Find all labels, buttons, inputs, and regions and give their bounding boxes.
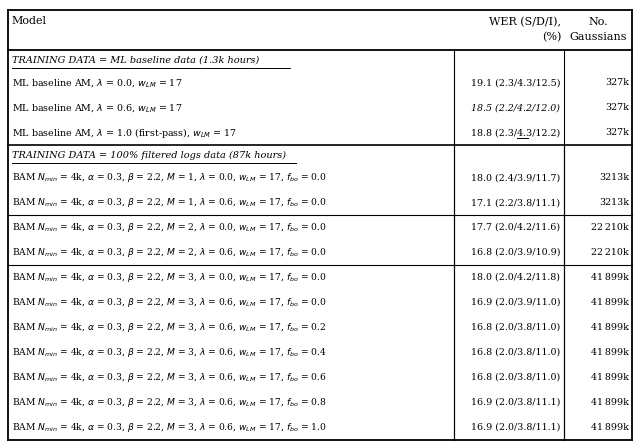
Text: No.: No. <box>588 17 608 27</box>
Text: BAM $N_{min}$ = 4k, $\alpha$ = 0.3, $\beta$ = 2.2, $M$ = 3, $\lambda$ = 0.6, $w_: BAM $N_{min}$ = 4k, $\alpha$ = 0.3, $\be… <box>12 396 326 409</box>
Text: Model: Model <box>12 16 47 26</box>
Text: 41 899k: 41 899k <box>591 323 629 332</box>
Text: 17.1 (2.2/3.8/11.1): 17.1 (2.2/3.8/11.1) <box>471 198 561 207</box>
Text: 19.1 (2.3/4.3/12.5): 19.1 (2.3/4.3/12.5) <box>471 78 561 87</box>
Text: BAM $N_{min}$ = 4k, $\alpha$ = 0.3, $\beta$ = 2.2, $M$ = 2, $\lambda$ = 0.6, $w_: BAM $N_{min}$ = 4k, $\alpha$ = 0.3, $\be… <box>12 246 326 259</box>
Text: ML baseline AM, $\lambda$ = 1.0 (first-pass), $w_{LM}$ = 17: ML baseline AM, $\lambda$ = 1.0 (first-p… <box>12 126 237 140</box>
Text: 41 899k: 41 899k <box>591 273 629 282</box>
Text: Gaussians: Gaussians <box>569 32 627 42</box>
Text: 41 899k: 41 899k <box>591 423 629 432</box>
Text: 18.8 (2.3/4.3/12.2): 18.8 (2.3/4.3/12.2) <box>471 128 561 137</box>
Text: BAM $N_{min}$ = 4k, $\alpha$ = 0.3, $\beta$ = 2.2, $M$ = 3, $\lambda$ = 0.6, $w_: BAM $N_{min}$ = 4k, $\alpha$ = 0.3, $\be… <box>12 421 326 434</box>
Text: 22 210k: 22 210k <box>591 248 629 257</box>
Text: BAM $N_{min}$ = 4k, $\alpha$ = 0.3, $\beta$ = 2.2, $M$ = 1, $\lambda$ = 0.0, $w_: BAM $N_{min}$ = 4k, $\alpha$ = 0.3, $\be… <box>12 171 326 184</box>
Text: 3213k: 3213k <box>599 198 629 207</box>
Text: 22 210k: 22 210k <box>591 223 629 232</box>
Text: BAM $N_{min}$ = 4k, $\alpha$ = 0.3, $\beta$ = 2.2, $M$ = 3, $\lambda$ = 0.6, $w_: BAM $N_{min}$ = 4k, $\alpha$ = 0.3, $\be… <box>12 371 326 384</box>
Text: 17.7 (2.0/4.2/11.6): 17.7 (2.0/4.2/11.6) <box>471 223 561 232</box>
Text: BAM $N_{min}$ = 4k, $\alpha$ = 0.3, $\beta$ = 2.2, $M$ = 2, $\lambda$ = 0.0, $w_: BAM $N_{min}$ = 4k, $\alpha$ = 0.3, $\be… <box>12 221 326 234</box>
Text: 41 899k: 41 899k <box>591 348 629 357</box>
Text: 327k: 327k <box>605 128 629 137</box>
Text: 41 899k: 41 899k <box>591 373 629 382</box>
Text: 18.0 (2.4/3.9/11.7): 18.0 (2.4/3.9/11.7) <box>471 173 561 182</box>
Text: 327k: 327k <box>605 103 629 112</box>
Text: 3213k: 3213k <box>599 173 629 182</box>
Text: ML baseline AM, $\lambda$ = 0.0, $w_{LM}$ = 17: ML baseline AM, $\lambda$ = 0.0, $w_{LM}… <box>12 77 182 89</box>
Text: BAM $N_{min}$ = 4k, $\alpha$ = 0.3, $\beta$ = 2.2, $M$ = 3, $\lambda$ = 0.0, $w_: BAM $N_{min}$ = 4k, $\alpha$ = 0.3, $\be… <box>12 271 326 284</box>
Text: 18.0 (2.0/4.2/11.8): 18.0 (2.0/4.2/11.8) <box>472 273 561 282</box>
Text: 41 899k: 41 899k <box>591 398 629 407</box>
Text: (%): (%) <box>541 32 561 42</box>
Text: 16.9 (2.0/3.8/11.1): 16.9 (2.0/3.8/11.1) <box>471 398 561 407</box>
Text: 16.9 (2.0/3.9/11.0): 16.9 (2.0/3.9/11.0) <box>471 298 561 307</box>
Text: BAM $N_{min}$ = 4k, $\alpha$ = 0.3, $\beta$ = 2.2, $M$ = 1, $\lambda$ = 0.6, $w_: BAM $N_{min}$ = 4k, $\alpha$ = 0.3, $\be… <box>12 196 326 209</box>
Text: TRAINING DATA = ML baseline data (1.3k hours): TRAINING DATA = ML baseline data (1.3k h… <box>12 56 259 65</box>
Text: 41 899k: 41 899k <box>591 298 629 307</box>
Text: 18.5 (2.2/4.2/12.0): 18.5 (2.2/4.2/12.0) <box>472 103 561 112</box>
Text: 16.9 (2.0/3.8/11.1): 16.9 (2.0/3.8/11.1) <box>471 423 561 432</box>
Text: BAM $N_{min}$ = 4k, $\alpha$ = 0.3, $\beta$ = 2.2, $M$ = 3, $\lambda$ = 0.6, $w_: BAM $N_{min}$ = 4k, $\alpha$ = 0.3, $\be… <box>12 321 326 334</box>
Text: ML baseline AM, $\lambda$ = 0.6, $w_{LM}$ = 17: ML baseline AM, $\lambda$ = 0.6, $w_{LM}… <box>12 102 182 114</box>
Text: BAM $N_{min}$ = 4k, $\alpha$ = 0.3, $\beta$ = 2.2, $M$ = 3, $\lambda$ = 0.6, $w_: BAM $N_{min}$ = 4k, $\alpha$ = 0.3, $\be… <box>12 296 326 309</box>
Text: 16.8 (2.0/3.8/11.0): 16.8 (2.0/3.8/11.0) <box>471 348 561 357</box>
Text: WER (S/D/I),: WER (S/D/I), <box>489 17 561 27</box>
Text: BAM $N_{min}$ = 4k, $\alpha$ = 0.3, $\beta$ = 2.2, $M$ = 3, $\lambda$ = 0.6, $w_: BAM $N_{min}$ = 4k, $\alpha$ = 0.3, $\be… <box>12 346 326 359</box>
Text: 16.8 (2.0/3.8/11.0): 16.8 (2.0/3.8/11.0) <box>471 323 561 332</box>
Text: 327k: 327k <box>605 78 629 87</box>
Text: 16.8 (2.0/3.9/10.9): 16.8 (2.0/3.9/10.9) <box>471 248 561 257</box>
Text: TRAINING DATA = 100% filtered logs data (87k hours): TRAINING DATA = 100% filtered logs data … <box>12 150 285 160</box>
Text: 16.8 (2.0/3.8/11.0): 16.8 (2.0/3.8/11.0) <box>471 373 561 382</box>
